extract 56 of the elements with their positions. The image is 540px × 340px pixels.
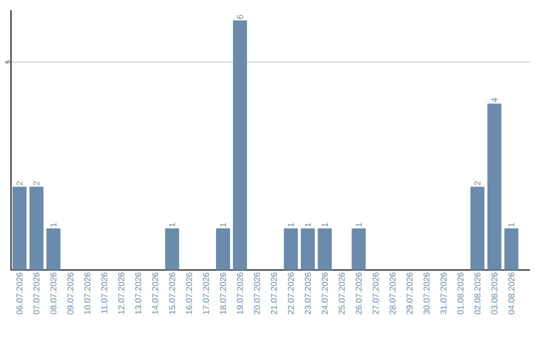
x-tick-label: 27.07.2026 xyxy=(372,272,379,314)
bar xyxy=(232,20,247,270)
x-tick-label: 30.07.2026 xyxy=(424,272,430,314)
bar xyxy=(300,228,315,270)
bar xyxy=(487,104,502,270)
x-tick-label: 17.07.2026 xyxy=(203,272,210,314)
bar xyxy=(29,186,44,270)
x-tick-label: 02.08.2026 xyxy=(474,272,480,314)
bar xyxy=(284,228,298,270)
x-tick-label: 04.08.2026 xyxy=(508,272,514,314)
data-label: 2 xyxy=(474,181,480,186)
bar xyxy=(216,228,230,270)
x-tick-label: 26.07.2026 xyxy=(356,272,362,314)
data-label: 1 xyxy=(356,222,362,227)
x-tick-label: 07.07.2026 xyxy=(33,272,40,314)
data-label: 4 xyxy=(491,98,498,102)
data-label: 1 xyxy=(288,222,294,227)
x-tick-label: 19.07.2026 xyxy=(236,272,243,314)
x-tick-label: 14.07.2026 xyxy=(152,272,158,314)
x-tick-label: 01.08.2026 xyxy=(457,272,464,314)
x-tick-label: 08.07.2026 xyxy=(50,272,56,314)
data-label: 6 xyxy=(236,14,243,19)
bar xyxy=(165,228,180,270)
x-tick-label: 24.07.2026 xyxy=(322,272,328,314)
x-tick-label: 23.07.2026 xyxy=(304,272,311,314)
x-tick-label: 18.07.2026 xyxy=(220,272,226,314)
x-tick-label: 06.07.2026 xyxy=(16,272,22,314)
data-label: 2 xyxy=(33,181,40,186)
x-tick-label: 03.08.2026 xyxy=(491,272,498,314)
x-tick-label: 31.07.2026 xyxy=(440,272,446,314)
x-tick-label: 10.07.2026 xyxy=(84,272,90,314)
x-tick-label: 25.07.2026 xyxy=(338,272,345,314)
x-tick-label: 16.07.2026 xyxy=(186,272,192,314)
bar xyxy=(504,228,518,270)
x-tick-label: 15.07.2026 xyxy=(169,272,176,314)
x-tick-label: 28.07.2026 xyxy=(390,272,396,314)
x-tick-label: 20.07.2026 xyxy=(254,272,260,314)
data-label: 1 xyxy=(304,222,311,227)
bar xyxy=(46,228,60,270)
bar xyxy=(470,186,484,270)
data-label: 1 xyxy=(50,222,56,227)
x-tick-label: 11.07.2026 xyxy=(101,272,108,314)
data-label: 2 xyxy=(16,181,22,186)
bar xyxy=(318,228,332,270)
x-tick-label: 21.07.2026 xyxy=(270,272,277,314)
bar xyxy=(12,186,26,270)
data-label: 1 xyxy=(220,222,226,227)
data-label: 1 xyxy=(322,222,328,227)
x-tick-label: 22.07.2026 xyxy=(288,272,294,314)
data-label: 1 xyxy=(508,222,514,227)
x-tick-label: 13.07.2026 xyxy=(135,272,142,314)
x-tick-label: 09.07.2026 xyxy=(67,272,74,314)
bar xyxy=(352,228,366,270)
data-label: 1 xyxy=(169,222,176,227)
x-tick-label: 12.07.2026 xyxy=(118,272,124,314)
x-tick-label: 29.07.2026 xyxy=(406,272,413,314)
